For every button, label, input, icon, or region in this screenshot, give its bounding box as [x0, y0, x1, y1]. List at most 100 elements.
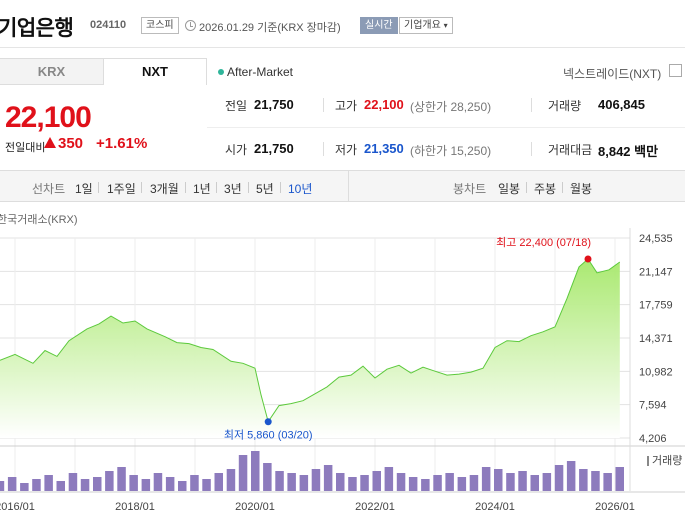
volume-bar [129, 475, 138, 491]
y-tick-label: 17,759 [639, 300, 673, 312]
volume-bar [117, 467, 126, 491]
volume-bar [421, 479, 430, 491]
stock-code: 024110 [90, 19, 127, 31]
volume-legend-icon [647, 456, 649, 466]
volume-bar [518, 471, 527, 491]
volume-bar [44, 475, 53, 491]
market-badge: 코스피 [141, 17, 179, 34]
volume-bar [93, 477, 102, 491]
high-annotation: 최고 22,400 (07/18) [496, 236, 591, 249]
volume-bar [287, 473, 296, 491]
realtime-button[interactable]: 실시간 [360, 17, 398, 34]
y-tick-label: 21,147 [639, 266, 673, 278]
volume-bar [554, 465, 564, 491]
period-1w[interactable]: 1주일 [107, 182, 136, 196]
line-chart-label[interactable]: 선차트 [32, 182, 66, 196]
candle-daily[interactable]: 일봉 [498, 182, 521, 196]
y-tick-label: 4,206 [639, 433, 667, 445]
chart-annotations: 최고 22,400 (07/18) 최저 5,860 (03/20) [224, 236, 592, 442]
volume-label: 거래량 [548, 99, 582, 113]
chevron-down-icon: ▾ [443, 21, 448, 30]
volume-bar [469, 475, 479, 491]
x-axis-ticks: 2016/01 2018/01 2020/01 2022/01 2024/01 2026/… [0, 501, 635, 513]
period-3m[interactable]: 3개월 [150, 182, 179, 196]
company-overview-dropdown[interactable]: 기업개요 ▾ [399, 17, 453, 34]
low-point-marker [264, 418, 272, 426]
volume-bars: 거래량 [0, 451, 682, 491]
period-10y[interactable]: 10년 [288, 182, 313, 196]
chart-period-bar: 선차트 1일 1주일 3개월 1년 3년 5년 10년 봉차트 일봉 주봉 월봉 [0, 170, 685, 202]
volume-bar [214, 473, 223, 491]
volume-bar [360, 475, 369, 491]
x-tick-label: 2024/01 [475, 501, 515, 513]
volume-bar [178, 481, 187, 491]
volume-bar [20, 483, 29, 491]
x-tick-label: 2020/01 [235, 501, 275, 513]
volume-legend-label: 거래량 [652, 454, 682, 467]
prev-close-value: 21,750 [254, 97, 294, 112]
change-amount: 350 [58, 135, 84, 152]
volume-bar [372, 471, 381, 491]
tab-krx[interactable]: KRX [0, 58, 104, 85]
nxt-toggle-checkbox[interactable] [669, 64, 682, 77]
x-tick-label: 2018/01 [115, 501, 155, 513]
volume-bar [275, 471, 284, 491]
volume-bar [238, 455, 248, 491]
period-1d[interactable]: 1일 [75, 182, 93, 196]
volume-bar [615, 467, 624, 491]
row-divider [207, 127, 685, 128]
low-value: 21,350 [364, 141, 404, 156]
volume-bar [348, 477, 357, 491]
volume-bar [165, 477, 175, 491]
upper-limit: (상한가 28,250) [410, 100, 492, 114]
volume-bar [506, 473, 515, 491]
volume-bar [408, 477, 418, 491]
candle-weekly[interactable]: 주봉 [534, 182, 557, 196]
candle-chart-label[interactable]: 봉차트 [453, 182, 487, 196]
price-chart[interactable]: 4,206 7,594 10,982 14,371 17,759 21,147 24,535… [0, 228, 685, 523]
price-line [0, 258, 621, 423]
change-percent: +1.61% [96, 135, 148, 152]
y-tick-label: 10,982 [639, 366, 673, 378]
volume-bar [153, 473, 163, 491]
x-tick-label: 2016/01 [0, 501, 35, 513]
volume-bar [202, 479, 211, 491]
open-label: 시가 [225, 143, 248, 157]
price-info-grid: 전일 21,750 고가 22,100 (상한가 28,250) 거래량 406… [207, 86, 685, 169]
current-price: 22,100 [5, 101, 92, 134]
y-tick-label: 7,594 [639, 400, 667, 412]
volume-bar [566, 461, 576, 491]
price-area [0, 259, 620, 438]
high-label: 고가 [335, 99, 358, 113]
volume-bar [323, 465, 333, 491]
data-source-label: 한국거래소(KRX) [0, 214, 78, 226]
volume-bar [263, 463, 272, 491]
period-5y[interactable]: 5년 [256, 182, 274, 196]
volume-value: 406,845 [598, 97, 645, 112]
trade-value: 8,842 백만 [598, 144, 659, 159]
period-3y[interactable]: 3년 [224, 182, 242, 196]
candle-monthly[interactable]: 월봉 [570, 182, 593, 196]
volume-bar [7, 477, 17, 491]
volume-bar [396, 473, 406, 491]
tab-nxt[interactable]: NXT [104, 58, 207, 85]
volume-bar [32, 479, 41, 491]
volume-bar [542, 473, 552, 491]
volume-bar [603, 473, 612, 491]
prev-close-label: 전일 [225, 99, 248, 113]
volume-bar [336, 473, 345, 491]
volume-bar [68, 473, 78, 491]
volume-bar [190, 475, 199, 491]
nxt-label: 넥스트레이드(NXT) [563, 67, 662, 81]
stock-name: 기업은행 [0, 17, 74, 40]
y-axis-ticks: 4,206 7,594 10,982 14,371 17,759 21,147 24,535 [639, 233, 673, 445]
low-annotation: 최저 5,860 (03/20) [224, 429, 313, 442]
volume-bar [56, 481, 65, 491]
up-triangle-icon [44, 137, 56, 148]
x-tick-label: 2026/01 [595, 501, 635, 513]
period-1y[interactable]: 1년 [193, 182, 211, 196]
after-market-status-dot-icon [218, 69, 224, 75]
volume-bar [105, 471, 114, 491]
volume-bar [0, 481, 5, 491]
volume-bar [494, 469, 503, 491]
